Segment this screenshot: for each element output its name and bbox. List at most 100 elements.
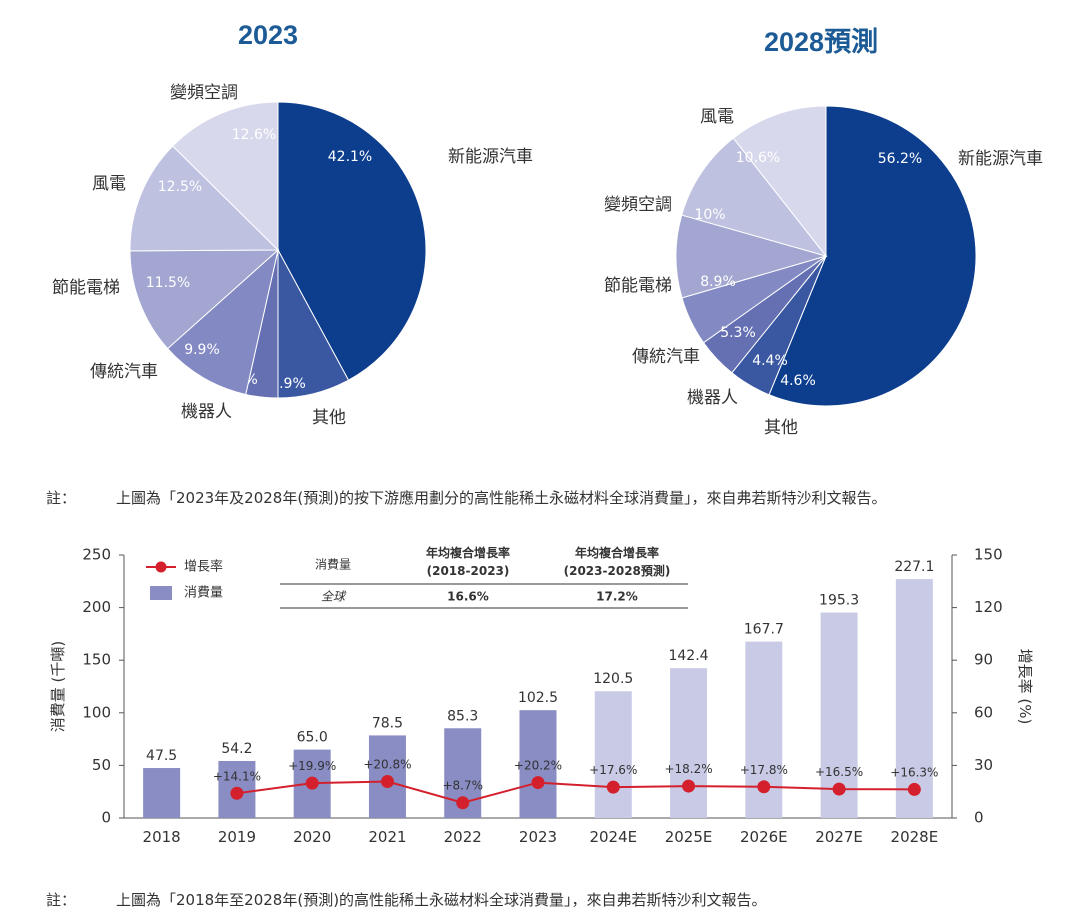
pie-category-label: 新能源汽車 <box>448 147 533 167</box>
bar-2023 <box>519 710 557 818</box>
pie-value-label: 4.6% <box>780 373 816 389</box>
pie-category-label: 其他 <box>312 408 346 428</box>
pie-slice-1-4 <box>675 214 828 299</box>
growth-label: +20.8% <box>363 758 411 772</box>
bar-value-label: 47.5 <box>146 748 177 764</box>
pie-category-label: 新能源汽車 <box>958 149 1043 169</box>
legend-growth-label: 增長率 <box>184 559 223 575</box>
bar-value-label: 78.5 <box>372 715 403 731</box>
x-tick-label: 2019 <box>218 828 256 846</box>
pie-2028-title: 2028預測 <box>764 27 879 57</box>
legend-consumption-label: 消費量 <box>184 586 223 601</box>
pie-slice-0-0 <box>277 101 427 381</box>
growth-point <box>907 782 921 796</box>
pie-2023-title: 2023 <box>238 20 299 50</box>
x-tick-label: 2018 <box>143 828 181 846</box>
growth-point <box>456 796 470 810</box>
pie-category-label: 風電 <box>92 174 126 194</box>
x-tick-label: 2028E <box>891 828 939 846</box>
bar-value-label: 65.0 <box>297 730 328 746</box>
table-header-cagr1: 年均複合增長率 <box>426 545 510 560</box>
pie-category-label: 節能電梯 <box>52 278 120 298</box>
pie-note-text: 上圖為「2023年及2028年(預測)的按下游應用劃分的高性能稀土永磁材料全球消… <box>116 489 887 507</box>
pie-category-label: 機器人 <box>181 402 232 422</box>
growth-label: +16.3% <box>890 765 938 779</box>
pie-value-label: 10% <box>694 207 725 223</box>
pie-slice-1-0 <box>768 105 977 407</box>
growth-label: +17.8% <box>740 763 788 777</box>
table-value-cagr1: 16.6% <box>447 590 489 604</box>
pie-slice-0-4 <box>129 249 280 350</box>
pie-slice-0-3 <box>166 248 279 396</box>
growth-label: +14.1% <box>213 769 261 783</box>
y2-tick-label: 120 <box>974 598 1003 616</box>
growth-point <box>682 779 696 793</box>
pie-category-label: 傳統汽車 <box>632 347 700 367</box>
x-tick-label: 2024E <box>589 828 637 846</box>
pie-category-label: 變頻空調 <box>170 83 238 103</box>
x-tick-label: 2027E <box>815 828 863 846</box>
growth-label: +8.7% <box>442 779 483 793</box>
legend-dot-icon <box>155 561 167 573</box>
pie-value-label: 42.1% <box>328 149 372 165</box>
bar-note: 註： 上圖為「2018年至2028年(預測)的高性能稀土永磁材料全球消費量」，來自… <box>46 889 767 910</box>
growth-point <box>305 776 319 790</box>
bar-2018 <box>143 768 181 818</box>
table-header-cagr1-period: (2018-2023) <box>427 564 510 578</box>
growth-point <box>380 775 394 789</box>
bar-2025E <box>670 668 708 818</box>
table-header-cagr2-period: (2023-2028預測) <box>564 563 671 578</box>
y2-tick-label: 150 <box>974 546 1003 564</box>
y2-tick-label: 60 <box>974 703 993 721</box>
x-tick-label: 2020 <box>293 828 331 846</box>
y-tick-label: 250 <box>82 546 111 564</box>
bar-value-label: 54.2 <box>221 741 252 757</box>
table-header-cagr2: 年均複合增長率 <box>575 545 659 560</box>
pie-note: 註： 上圖為「2023年及2028年(預測)的按下游應用劃分的高性能稀土永磁材料全… <box>46 487 887 508</box>
y2-tick-label: 90 <box>974 651 993 669</box>
pie-value-label: 10.6% <box>736 150 780 166</box>
bar-value-label: 167.7 <box>744 622 784 638</box>
x-tick-label: 2021 <box>368 828 406 846</box>
pie-slice-1-6 <box>732 105 827 258</box>
growth-point <box>757 780 771 794</box>
pie-value-label: 4.4% <box>752 353 788 369</box>
growth-point <box>230 786 244 800</box>
y2-axis-title: 增長率 (%) <box>1016 649 1034 725</box>
x-tick-label: 2022 <box>444 828 482 846</box>
y-tick-label: 100 <box>82 703 111 721</box>
pie-charts: 42.1%新能源汽車7.9%其他3.5%機器人9.9%傳統汽車11.5%節能電梯… <box>52 83 1043 438</box>
pie-slice-1-5 <box>681 137 828 257</box>
growth-point <box>832 782 846 796</box>
growth-line <box>236 780 915 804</box>
growth-label: +18.2% <box>664 762 712 776</box>
growth-label: +20.2% <box>514 759 562 773</box>
pie-value-label: 56.2% <box>878 151 922 167</box>
pie-category-label: 機器人 <box>687 388 738 408</box>
bar-2028E <box>895 579 933 818</box>
y2-tick-label: 0 <box>974 809 984 827</box>
pie-value-label: 9.9% <box>184 342 220 358</box>
y2-tick-label: 30 <box>974 756 993 774</box>
growth-label: +19.9% <box>288 759 336 773</box>
growth-point <box>606 780 620 794</box>
x-tick-label: 2023 <box>519 828 557 846</box>
y-tick-label: 150 <box>82 651 111 669</box>
growth-label: +17.6% <box>589 763 637 777</box>
pie-value-label: 7.9% <box>270 376 306 392</box>
y-tick-label: 200 <box>82 598 111 616</box>
bar-value-label: 102.5 <box>518 690 558 706</box>
growth-label: +16.5% <box>815 765 863 779</box>
bar-note-label: 註： <box>46 891 77 909</box>
y-axis-title: 消費量 (千噸) <box>49 641 67 732</box>
pie-category-label: 節能電梯 <box>604 276 672 296</box>
bar-value-label: 120.5 <box>593 671 633 687</box>
bar-value-label: 142.4 <box>668 648 708 664</box>
y-tick-label: 50 <box>92 756 111 774</box>
pie-note-label: 註： <box>46 489 77 507</box>
table-header-consumption: 消費量 <box>315 557 351 572</box>
bar-value-label: 85.3 <box>447 708 478 724</box>
pie-value-label: 11.5% <box>146 275 190 291</box>
x-tick-label: 2026E <box>740 828 788 846</box>
growth-point <box>531 776 545 790</box>
